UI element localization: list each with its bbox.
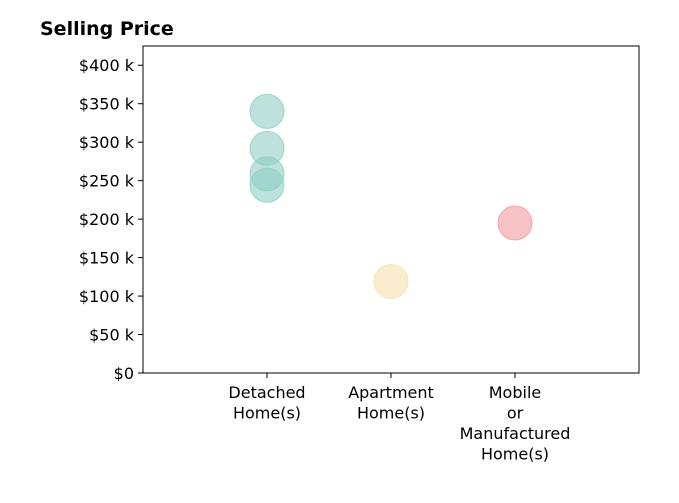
y-tick-label: $350 k [79,95,135,114]
y-tick-label: $400 k [79,56,135,75]
data-point-6 [497,205,533,241]
y-tick-label: $50 k [89,326,135,345]
chart-title: Selling Price [40,18,174,40]
plot-area [249,93,533,299]
axes-frame [142,45,640,374]
x-tick-label: Detached Home(s) [228,383,305,423]
x-tick-label: Apartment Home(s) [348,383,434,423]
x-tick-label: Mobile or Manufactured Home(s) [460,383,571,464]
y-tick-label: $200 k [79,210,135,229]
y-tick-label: $150 k [79,249,135,268]
y-tick-label: $0 [114,364,134,383]
y-tick-label: $100 k [79,287,135,306]
y-tick-label: $300 k [79,133,135,152]
x-axis: Detached Home(s) Apartment Home(s) Mobile or M… [228,373,570,464]
data-point-4 [249,167,285,203]
data-point-1 [249,93,285,129]
data-point-5 [373,263,409,299]
y-tick-label: $250 k [79,172,135,191]
y-axis: $0 $50 k $100 k $150 k $200 k $250 k $300 k $35… [79,56,143,383]
